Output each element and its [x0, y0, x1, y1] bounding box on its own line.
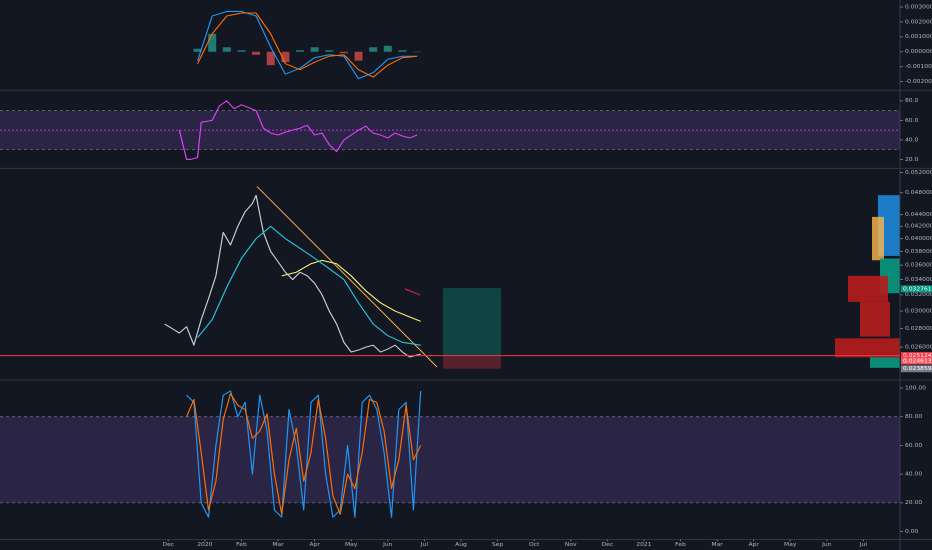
y-tick-label: 0.00 — [905, 529, 919, 535]
volume-profile — [835, 195, 900, 368]
y-tick-label: 0.040000 — [905, 236, 932, 242]
price-label: 0.032761 — [903, 287, 932, 293]
price-label-box — [901, 285, 932, 293]
histogram-bar — [222, 47, 231, 52]
x-tick-label: May — [784, 542, 797, 548]
x-tick-label: Jun — [821, 542, 832, 548]
x-tick-label: Feb — [675, 542, 686, 548]
histogram-bar — [266, 51, 275, 66]
series-line — [178, 100, 418, 160]
series-line — [197, 225, 421, 346]
panel: 80.0 60.0 40.0 20.0 — [0, 99, 919, 163]
y-tick-label: 20.00 — [905, 501, 923, 507]
y-tick-label: 80.0 — [905, 99, 919, 105]
x-tick-label: Dec — [602, 542, 614, 548]
y-tick-label: 0.000000 — [905, 49, 932, 55]
y-tick-label: 80.00 — [905, 414, 923, 420]
y-tick-label: 40.0 — [905, 138, 919, 144]
x-tick-label: Sep — [492, 542, 504, 548]
x-tick-label: Feb — [236, 542, 247, 548]
x-tick-label: Apr — [748, 542, 759, 548]
y-tick-label: 0.036000 — [905, 263, 932, 269]
x-tick-label: Jul — [420, 542, 429, 548]
y-tick-label: 0.026000 — [905, 345, 932, 351]
profile-bar — [870, 357, 900, 368]
histogram-bar — [310, 47, 319, 52]
x-tick-label: Nov — [565, 542, 577, 548]
price-label: 0.024613 — [903, 359, 932, 365]
profile-bar — [860, 301, 890, 337]
y-tick-label: 0.028000 — [905, 326, 932, 332]
band-fill — [0, 416, 900, 503]
histogram-bar — [252, 51, 261, 55]
series-line — [186, 393, 422, 515]
y-tick-label: 0.001000 — [905, 35, 932, 41]
series-line — [186, 390, 422, 518]
series-line — [197, 10, 418, 80]
decorations — [256, 186, 900, 369]
x-tick-label: Jul — [859, 542, 868, 548]
y-tick-label: 0.044000 — [905, 212, 932, 218]
y-tick-label: 20.0 — [905, 157, 919, 163]
x-tick-label: Apr — [309, 542, 320, 548]
y-tick-label: 0.052000 — [905, 170, 932, 176]
panel: 0.052000 0.048000 0.044000 0.042000 0.040000… — [0, 170, 932, 373]
x-tick-label: Mar — [272, 542, 284, 548]
histogram-bar — [354, 51, 363, 61]
histogram-bar — [208, 33, 217, 52]
series-line — [281, 259, 421, 322]
histogram-bar — [398, 50, 407, 52]
histogram-bar — [296, 50, 304, 52]
y-tick-label: 0.038000 — [905, 249, 932, 255]
histogram-bar — [193, 48, 202, 52]
trendline — [256, 186, 438, 368]
price-label-box — [901, 352, 932, 360]
y-tick-label: 60.0 — [905, 118, 919, 124]
panel: 0.003000 0.002000 0.001000 0.000000 -0.00100… — [193, 5, 932, 85]
histogram-bar — [369, 47, 378, 52]
y-tick-label: 0.002000 — [905, 20, 932, 26]
histogram-bar — [383, 45, 392, 52]
x-tick-label: Aug — [455, 542, 467, 548]
y-tick-label: -0.002000 — [905, 79, 932, 85]
y-tick-label: 0.042000 — [905, 224, 932, 230]
price-label: 0.023859 — [903, 366, 932, 372]
y-tick-label: -0.001000 — [905, 64, 932, 70]
y-tick-label: 60.00 — [905, 443, 923, 449]
drawing — [404, 288, 421, 296]
y-tick-label: 0.034000 — [905, 277, 932, 283]
loss-zone — [443, 355, 501, 369]
profit-zone — [443, 288, 501, 356]
profile-bar — [835, 338, 900, 358]
y-tick-label: 0.032000 — [905, 293, 932, 299]
histogram-bar — [281, 51, 290, 63]
x-tick-label: Oct — [529, 542, 540, 548]
histogram-bar — [339, 51, 348, 54]
histogram-bar — [237, 50, 246, 52]
price-label-box — [901, 357, 932, 365]
x-tick-label: May — [345, 542, 358, 548]
price-label-box — [901, 365, 932, 373]
y-tick-label: 0.048000 — [905, 190, 932, 196]
x-tick-label: Mar — [711, 542, 723, 548]
profile-bar — [848, 275, 888, 302]
profile-bar — [872, 216, 884, 261]
x-tick-label: Jun — [382, 542, 393, 548]
histogram-bar — [325, 50, 334, 52]
x-tick-label: Dec — [162, 542, 174, 548]
y-tick-label: 40.00 — [905, 472, 923, 478]
panel: 100.00 80.00 60.00 40.00 20.00 0.00 — [0, 386, 926, 535]
series-line — [164, 194, 421, 358]
y-tick-label: 0.003000 — [905, 5, 932, 11]
price-label: 0.025124 — [903, 353, 932, 359]
y-tick-label: 100.00 — [905, 386, 926, 392]
series-line — [197, 12, 418, 78]
x-tick-label: 2020 — [197, 542, 213, 548]
y-tick-label: 0.030000 — [905, 309, 932, 315]
x-tick-label: 2021 — [636, 542, 652, 548]
